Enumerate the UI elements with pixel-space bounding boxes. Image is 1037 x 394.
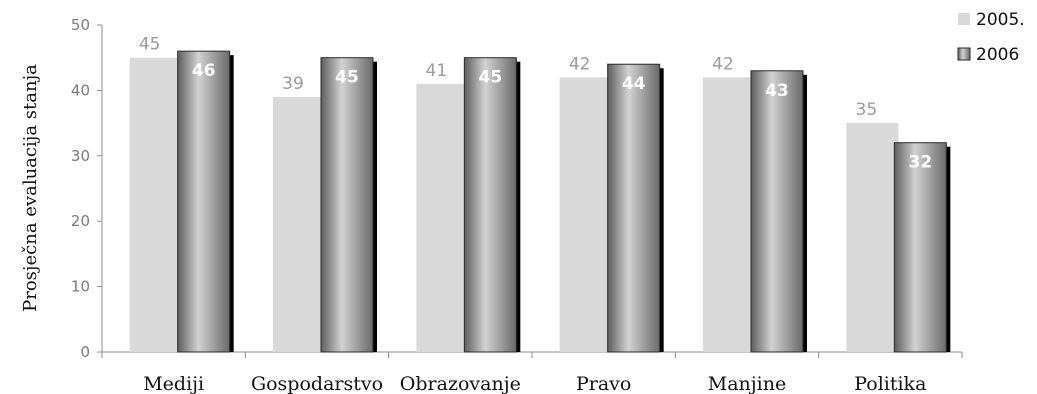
bar-2006: [750, 70, 804, 353]
data-label-2005: 41: [426, 61, 448, 81]
category-label: Politika: [854, 373, 926, 394]
data-label-2005: 45: [139, 35, 161, 55]
bar-2005: [703, 77, 755, 352]
data-label-2006: 32: [908, 153, 932, 173]
data-label-2005: 35: [856, 100, 878, 120]
bar-2006: [177, 50, 231, 353]
category-label: Obrazovanje: [400, 373, 521, 394]
axes: 0 10 20 30 40 50: [71, 16, 963, 361]
legend-swatch-2005: [958, 13, 970, 25]
bar-2005: [559, 77, 612, 352]
y-tick-label: 40: [71, 81, 90, 99]
bar-2005: [416, 83, 469, 353]
bars: 45 46 39 45 41 45 42 44 42 43 35 32: [129, 35, 951, 353]
data-label-2006: 45: [335, 68, 359, 88]
y-tick-label: 10: [71, 278, 90, 296]
bar-2005: [273, 96, 325, 352]
category-label: Mediji: [143, 373, 204, 394]
y-axis-label: Prosječna evaluacija stanja: [20, 64, 41, 312]
category-label: Gospodarstvo: [251, 373, 383, 394]
legend-label-2006: 2006: [976, 45, 1019, 65]
category-labels: Mediji Gospodarstvo Obrazovanje Pravo Manjin…: [143, 373, 926, 394]
bar-2006: [320, 57, 374, 353]
data-label-2005: 39: [282, 74, 304, 94]
data-label-2005: 42: [569, 54, 591, 74]
legend: 2005. 2006: [957, 10, 1025, 65]
bar-2006: [607, 63, 661, 353]
y-tick-label: 30: [71, 147, 90, 165]
data-label-2006: 43: [765, 81, 789, 101]
y-tick-label: 0: [80, 343, 90, 361]
bar-2006: [463, 57, 517, 353]
category-label: Pravo: [576, 373, 631, 394]
data-label-2005: 42: [712, 54, 734, 74]
legend-label-2005: 2005.: [976, 10, 1025, 30]
y-tick-label: 50: [71, 16, 90, 34]
data-label-2006: 44: [622, 74, 646, 94]
category-label: Manjine: [708, 373, 786, 394]
data-label-2006: 46: [192, 61, 216, 81]
bar-2005: [129, 57, 182, 352]
data-label-2006: 45: [478, 68, 502, 88]
bar-2006: [893, 142, 947, 353]
bar-2005: [846, 123, 899, 352]
y-tick-label: 20: [71, 212, 90, 230]
legend-swatch-2006: [957, 47, 971, 61]
